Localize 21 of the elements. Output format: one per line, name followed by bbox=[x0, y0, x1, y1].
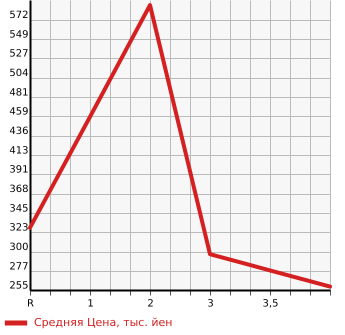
y-tick-label: 277 bbox=[9, 262, 28, 273]
y-tick-label: 504 bbox=[9, 68, 28, 80]
y-tick-label: 572 bbox=[9, 10, 28, 22]
y-tick-label: 255 bbox=[9, 280, 28, 292]
legend-label: Средняя Цена, тыс. йен bbox=[34, 316, 172, 329]
x-tick-label: 3,5 bbox=[262, 298, 278, 310]
y-tick-label: 459 bbox=[9, 106, 28, 118]
y-tick-label: 436 bbox=[9, 126, 28, 138]
y-tick-label: 549 bbox=[9, 30, 28, 41]
y-tick-label: 391 bbox=[9, 164, 28, 176]
x-tick-label: 3 bbox=[207, 298, 214, 310]
y-tick-label: 368 bbox=[9, 184, 28, 196]
x-tick-label: R bbox=[27, 298, 34, 310]
y-tick-label: 527 bbox=[9, 48, 28, 60]
x-tick-label: 1 bbox=[87, 298, 94, 310]
y-tick-label: 481 bbox=[9, 88, 28, 99]
y-tick-label: 300 bbox=[9, 242, 28, 254]
y-tick-label: 323 bbox=[9, 222, 28, 234]
y-tick-label: 413 bbox=[9, 146, 28, 157]
y-tick-label: 345 bbox=[9, 204, 28, 215]
x-tick-label: 2 bbox=[147, 298, 154, 310]
